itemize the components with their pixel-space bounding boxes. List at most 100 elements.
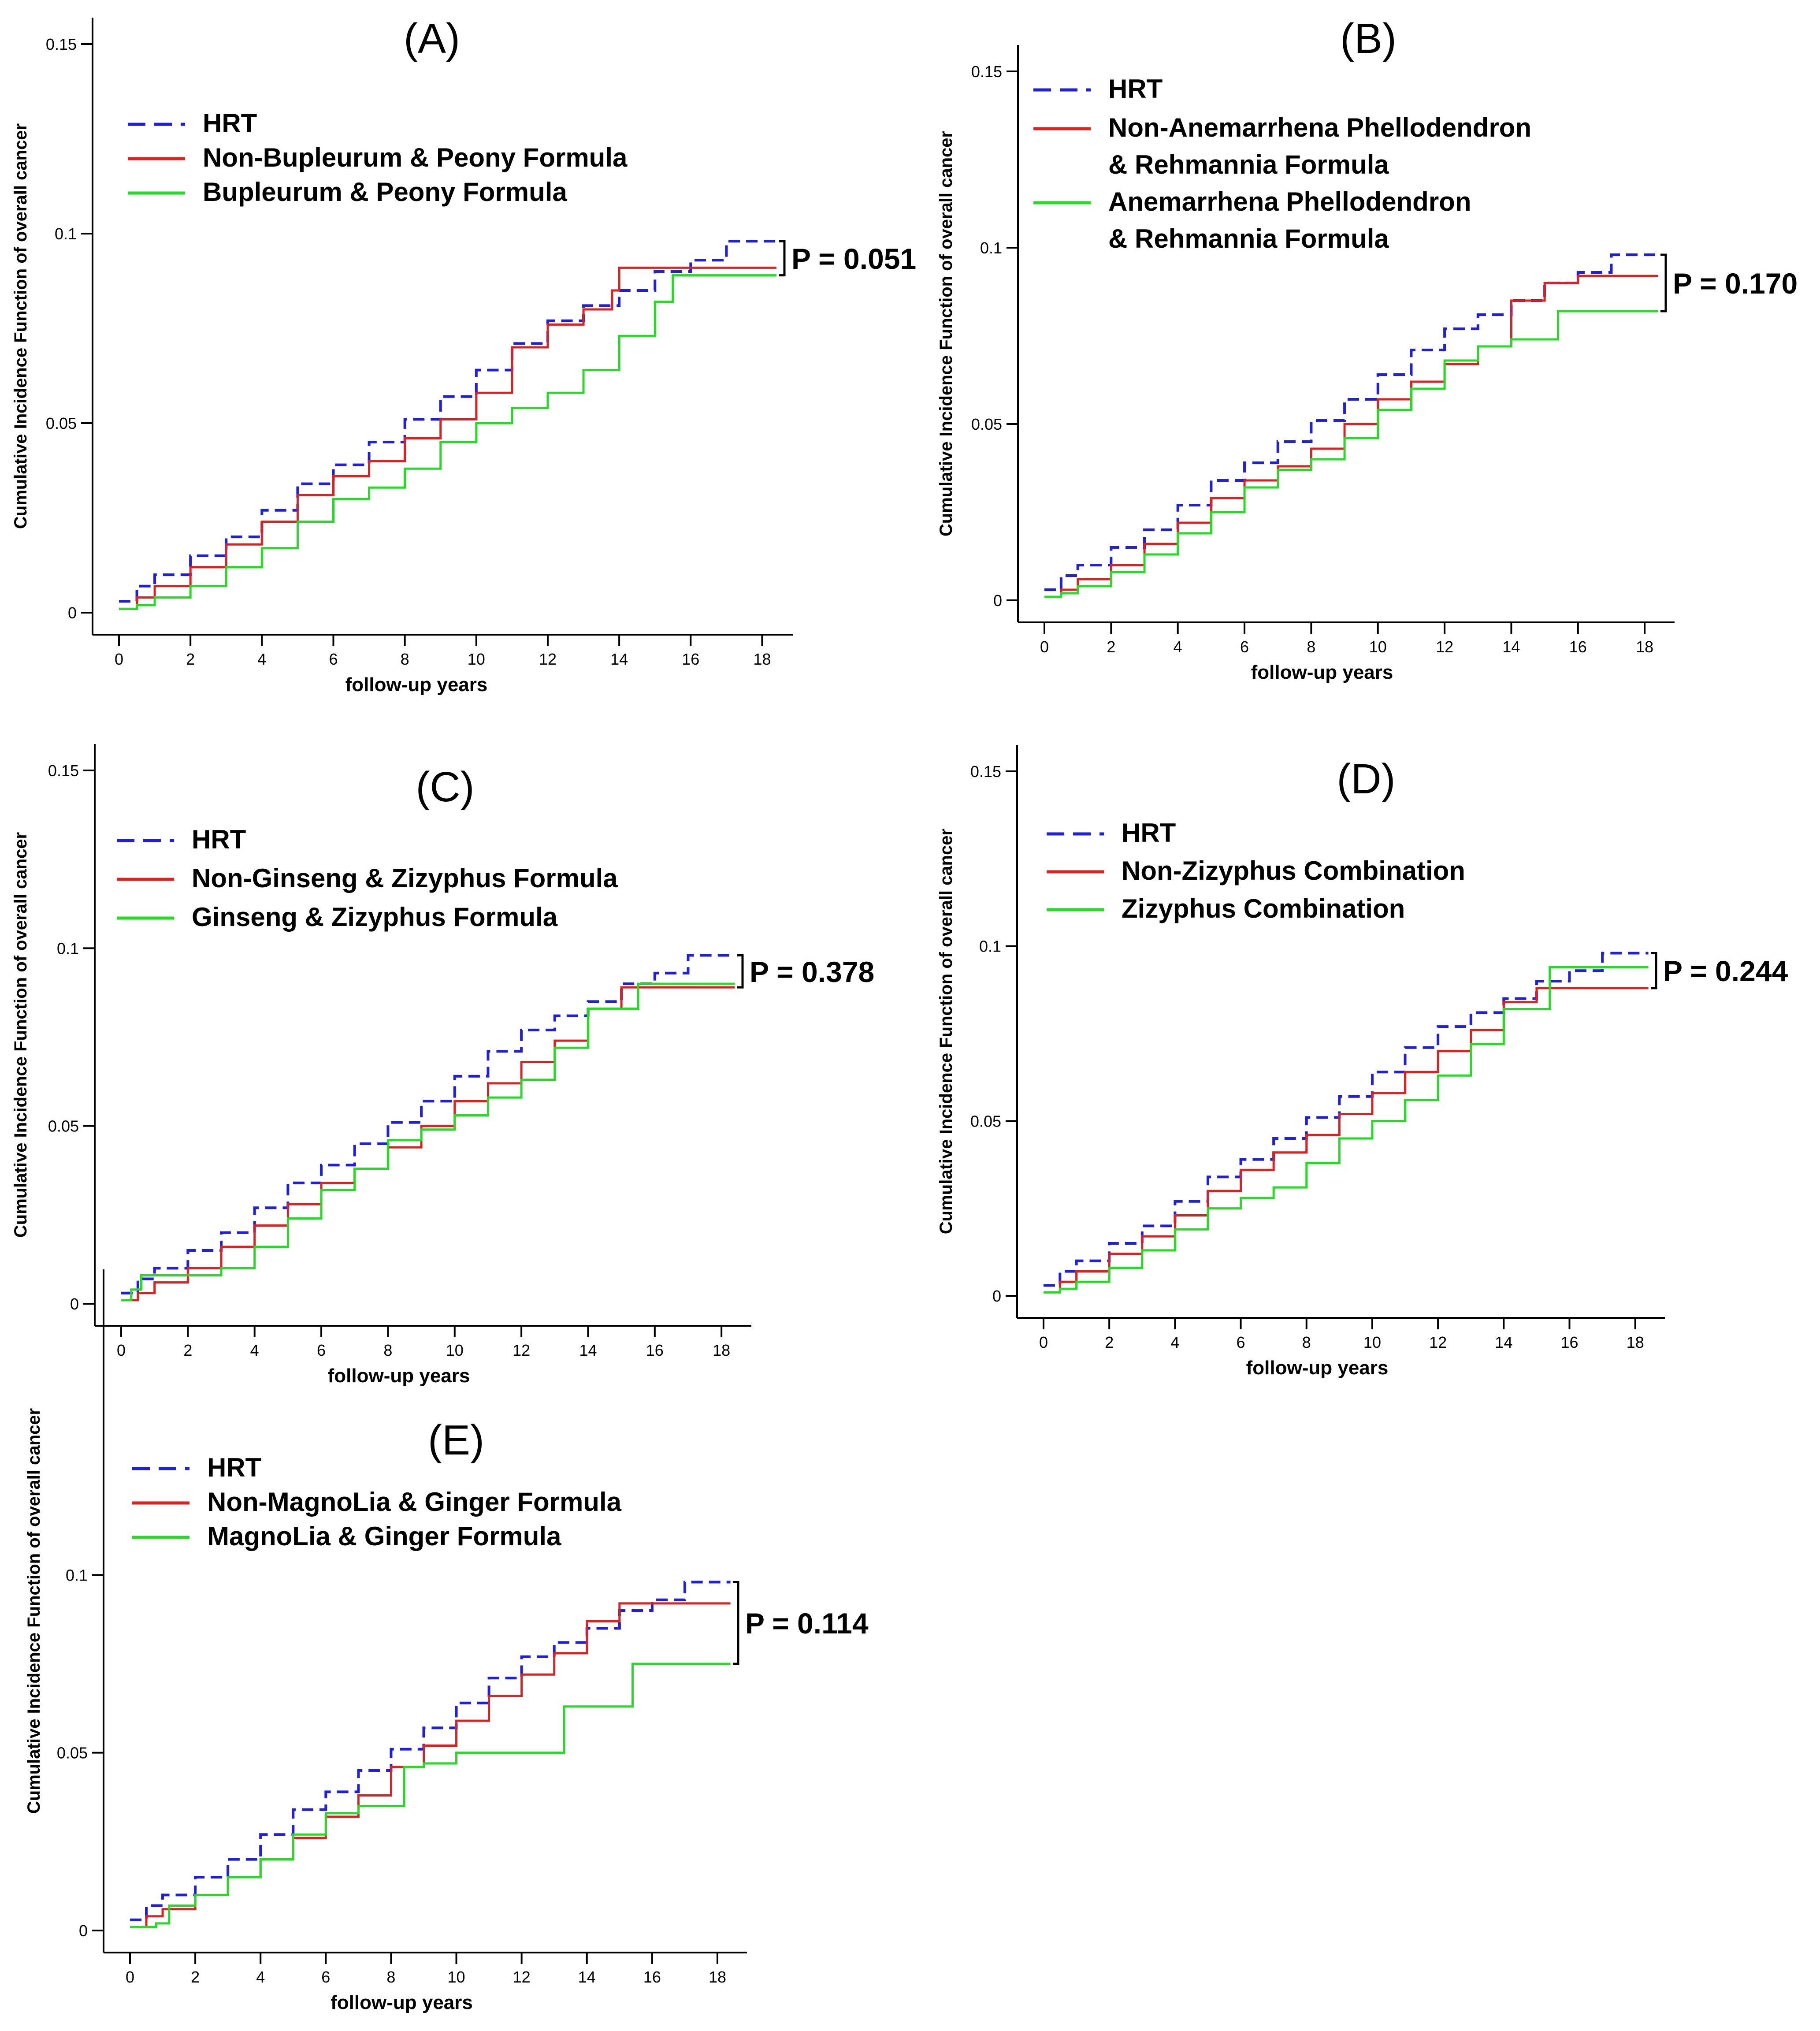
x-tick-label: 6 bbox=[1237, 1333, 1245, 1351]
x-tick-label: 6 bbox=[1240, 638, 1249, 656]
x-tick-label: 4 bbox=[1170, 1333, 1179, 1351]
y-tick-label: 0 bbox=[70, 1295, 79, 1313]
y-tick-label: 0.15 bbox=[46, 35, 77, 53]
legend: HRT Non-Ginseng & Zizyphus Formula Ginseng… bbox=[117, 825, 618, 932]
y-tick-label: 0.1 bbox=[57, 939, 79, 957]
pvalue-label: P = 0.170 bbox=[1673, 267, 1798, 300]
y-axis-label: Cumulative Incidence Function of overall… bbox=[24, 1408, 44, 1814]
legend: HRT Non-Bupleurum & Peony Formula Bupleuru… bbox=[128, 108, 628, 207]
x-tick-label: 4 bbox=[257, 650, 266, 668]
x-tick-label: 8 bbox=[401, 650, 409, 668]
x-tick-label: 16 bbox=[1569, 638, 1587, 656]
x-axis-label: follow-up years bbox=[331, 1992, 473, 2013]
pvalue-bracket bbox=[1651, 952, 1657, 989]
x-tick-label: 2 bbox=[183, 1341, 192, 1359]
y-tick-label: 0.05 bbox=[970, 1112, 1001, 1130]
x-tick-label: 14 bbox=[579, 1341, 597, 1359]
series-line-treatment bbox=[1044, 310, 1658, 598]
x-tick-label: 4 bbox=[250, 1341, 259, 1359]
panel-title: (A) bbox=[404, 15, 460, 62]
legend-label: MagnoLia & Ginger Formula bbox=[207, 1521, 561, 1551]
series-line-treatment bbox=[130, 1663, 731, 1928]
series-line-treatment bbox=[121, 982, 735, 1302]
legend-label: HRT bbox=[207, 1453, 261, 1482]
y-axis-label: Cumulative Incidence Function of overall… bbox=[11, 832, 30, 1238]
legend-label: Ginseng & Zizyphus Formula bbox=[192, 902, 558, 932]
x-tick-label: 10 bbox=[446, 1341, 464, 1359]
series-line-hrt bbox=[130, 1581, 731, 1921]
y-tick-label: 0.1 bbox=[66, 1566, 88, 1584]
x-tick-label: 16 bbox=[646, 1341, 664, 1359]
y-tick-label: 0.05 bbox=[57, 1744, 88, 1762]
x-tick-label: 14 bbox=[578, 1968, 596, 1986]
series-line-treatment bbox=[119, 274, 776, 610]
legend-label: Non-Zizyphus Combination bbox=[1122, 856, 1465, 885]
y-axis-label: Cumulative Incidence Function of overall… bbox=[936, 131, 956, 536]
x-tick-label: 18 bbox=[753, 650, 771, 668]
x-tick-label: 10 bbox=[1369, 638, 1387, 656]
legend-label: Non-Bupleurum & Peony Formula bbox=[203, 143, 628, 172]
legend-label: HRT bbox=[1108, 74, 1163, 104]
panel-a: 0 0.05 0.1 0.15 0 2 4 6 8 10 12 14 16 18 follow-up yea… bbox=[11, 15, 916, 696]
legend: HRT Non-MagnoLia & Ginger Formula MagnoLia… bbox=[132, 1453, 622, 1551]
legend-label: HRT bbox=[203, 108, 257, 138]
x-axis-label: follow-up years bbox=[345, 674, 488, 696]
panel-title: (C) bbox=[416, 763, 474, 811]
y-tick-label: 0.1 bbox=[980, 239, 1002, 257]
x-tick-label: 18 bbox=[709, 1968, 726, 1986]
series-line-non-treatment bbox=[1044, 987, 1649, 1294]
series-line-non-treatment bbox=[121, 986, 735, 1302]
x-tick-label: 6 bbox=[321, 1968, 330, 1986]
x-tick-label: 16 bbox=[643, 1968, 661, 1986]
x-tick-label: 16 bbox=[682, 650, 699, 668]
x-axis-label: follow-up years bbox=[328, 1365, 470, 1387]
y-tick-label: 0.1 bbox=[979, 937, 1001, 956]
pvalue-bracket bbox=[1660, 253, 1667, 312]
x-tick-label: 14 bbox=[1495, 1333, 1512, 1351]
x-tick-label: 18 bbox=[1627, 1333, 1644, 1351]
x-tick-label: 2 bbox=[1107, 638, 1115, 656]
x-tick-label: 8 bbox=[1307, 638, 1315, 656]
panel-title: (B) bbox=[1340, 15, 1397, 62]
x-tick-label: 4 bbox=[256, 1968, 265, 1986]
legend-label: Zizyphus Combination bbox=[1122, 894, 1405, 923]
x-tick-label: 14 bbox=[1502, 638, 1520, 656]
legend-label: Bupleurum & Peony Formula bbox=[203, 177, 567, 207]
legend-label: HRT bbox=[192, 825, 246, 854]
legend-label: Non-Ginseng & Zizyphus Formula bbox=[192, 863, 618, 893]
series-line-hrt bbox=[121, 954, 735, 1294]
x-tick-label: 2 bbox=[191, 1968, 200, 1986]
legend: HRT Non-Zizyphus Combination Zizyphus Comb… bbox=[1047, 818, 1465, 923]
x-tick-label: 4 bbox=[1174, 638, 1182, 656]
pvalue-label: P = 0.378 bbox=[750, 956, 874, 988]
y-tick-label: 0.05 bbox=[48, 1117, 79, 1135]
pvalue-bracket bbox=[737, 954, 744, 989]
legend-label: Anemarrhena Phellodendron & Rehmannia For… bbox=[1108, 187, 1471, 253]
x-tick-label: 8 bbox=[1302, 1333, 1311, 1351]
y-tick-label: 0 bbox=[68, 604, 77, 622]
x-tick-label: 12 bbox=[539, 650, 557, 668]
x-tick-label: 2 bbox=[1105, 1333, 1114, 1351]
y-tick-label: 0 bbox=[992, 1287, 1001, 1305]
x-tick-label: 0 bbox=[1039, 1333, 1048, 1351]
legend: HRT Non-Anemarrhena Phellodendron & Rehman… bbox=[1033, 74, 1531, 253]
series-line-treatment bbox=[1044, 966, 1649, 1294]
pvalue-label: P = 0.051 bbox=[791, 242, 916, 275]
x-tick-label: 0 bbox=[1040, 638, 1049, 656]
y-axis-label: Cumulative Incidence Function of overall… bbox=[11, 123, 30, 529]
panel-title: (E) bbox=[428, 1417, 484, 1464]
series-line-non-treatment bbox=[1044, 275, 1658, 598]
pvalue-bracket bbox=[733, 1581, 739, 1665]
x-tick-label: 6 bbox=[329, 650, 338, 668]
series-line-hrt bbox=[119, 240, 776, 603]
x-tick-label: 14 bbox=[610, 650, 628, 668]
x-tick-label: 10 bbox=[1363, 1333, 1381, 1351]
x-tick-label: 8 bbox=[383, 1341, 392, 1359]
series-line-non-treatment bbox=[119, 266, 776, 610]
legend-label: HRT bbox=[1122, 818, 1176, 848]
x-tick-label: 6 bbox=[317, 1341, 326, 1359]
x-tick-label: 12 bbox=[513, 1341, 530, 1359]
pvalue-label: P = 0.244 bbox=[1663, 955, 1788, 987]
panel-d: 0 0.05 0.1 0.15 0 2 4 6 8 10 12 14 16 18 follow-up yea… bbox=[936, 745, 1788, 1379]
y-tick-label: 0.15 bbox=[971, 63, 1002, 81]
